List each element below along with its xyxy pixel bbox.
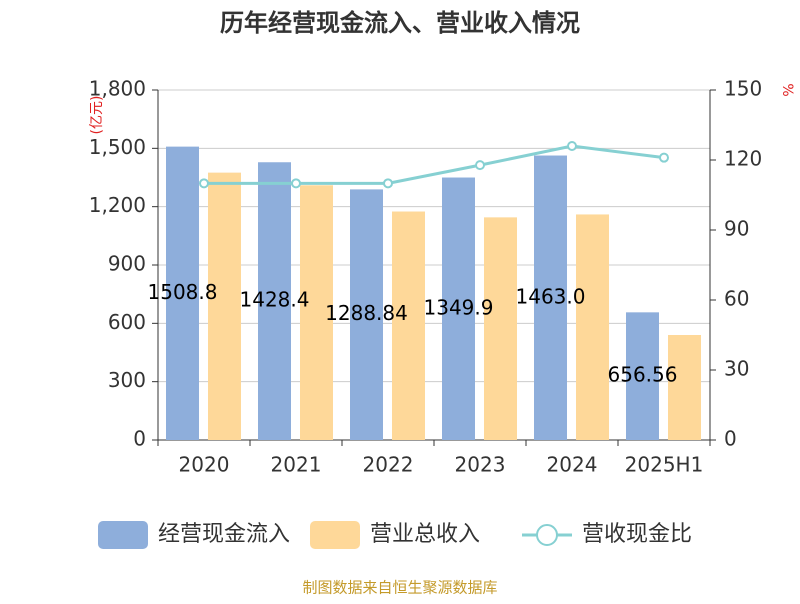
data-label: 1508.8 — [148, 280, 218, 304]
bar — [576, 214, 609, 440]
bar — [534, 155, 567, 440]
source: 制图数据来自恒生聚源数据库 — [302, 579, 497, 597]
y2-tick-label: 90 — [724, 217, 749, 241]
y2-tick-label: 120 — [724, 147, 762, 171]
legend-label: 经营现金流入 — [158, 522, 290, 547]
bar — [668, 335, 701, 440]
data-label: 1288.84 — [325, 301, 408, 325]
line-point — [199, 178, 209, 189]
legend-label: 营业总收入 — [370, 522, 480, 547]
line — [204, 144, 665, 185]
line-point — [475, 160, 485, 171]
x-tick-label: 2025H1 — [625, 453, 704, 477]
y2-tick-label: 150 — [724, 77, 762, 101]
chart-title: 历年经营现金流入、营业收入情况 — [220, 9, 580, 37]
x-tick-label: 2021 — [271, 453, 322, 477]
y2-tick-label: 60 — [724, 287, 749, 311]
legend-label: 营收现金比 — [582, 522, 692, 547]
bar — [626, 312, 659, 440]
y-tick-label: 1,200 — [89, 193, 146, 217]
bar — [484, 217, 517, 440]
line-point — [383, 178, 393, 189]
bar — [258, 162, 291, 440]
bar — [350, 189, 383, 440]
bar — [442, 177, 475, 440]
bar — [392, 211, 425, 440]
data-label: 656.56 — [608, 363, 678, 387]
y-tick-label: 1,500 — [89, 135, 146, 159]
bar — [208, 172, 241, 440]
data-label: 1428.4 — [240, 288, 310, 312]
y-tick-label: 1,800 — [89, 77, 146, 101]
legend-swatch — [536, 524, 558, 546]
bar — [300, 185, 333, 440]
y-tick-label: 300 — [108, 368, 146, 392]
data-label: 1463.0 — [516, 284, 586, 308]
y2-unit: % — [779, 83, 795, 96]
line-point — [291, 178, 301, 189]
y2-tick-label: 30 — [724, 357, 749, 381]
line-point — [659, 152, 669, 163]
y2-tick-label: 0 — [724, 427, 737, 451]
y-tick-label: 0 — [133, 427, 146, 451]
x-tick-label: 2022 — [363, 453, 414, 477]
legend-swatch — [98, 521, 148, 549]
x-tick-label: 2024 — [547, 453, 598, 477]
data-label: 1349.9 — [424, 295, 494, 319]
y-tick-label: 600 — [108, 310, 146, 334]
x-tick-label: 2020 — [179, 453, 230, 477]
bar — [166, 146, 199, 440]
y-unit: (亿元) — [89, 96, 105, 135]
x-tick-label: 2023 — [455, 453, 506, 477]
legend-swatch — [310, 521, 360, 549]
y-tick-label: 900 — [108, 252, 146, 276]
line-point — [567, 141, 577, 151]
